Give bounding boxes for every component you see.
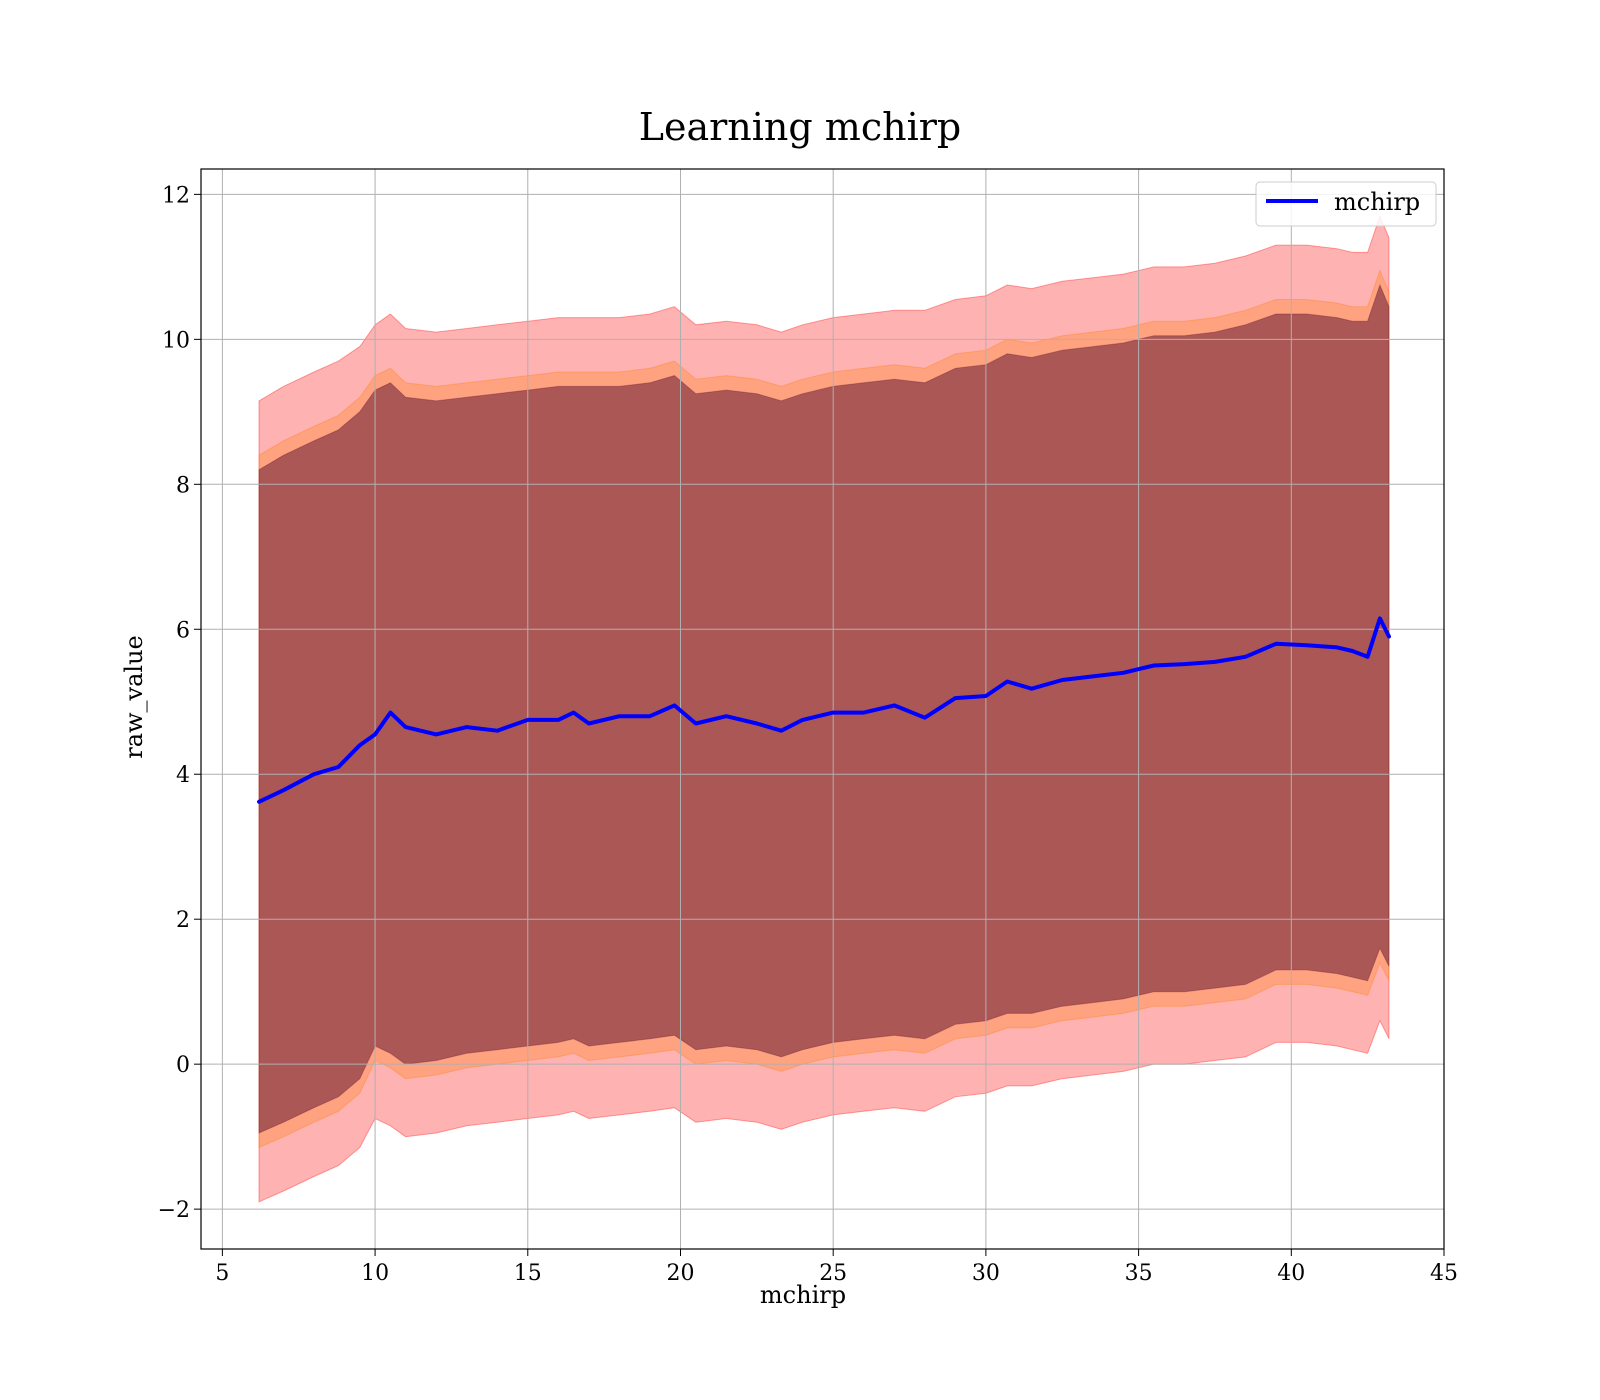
- y-tick-label: 10: [162, 328, 190, 353]
- y-tick-label: −2: [158, 1198, 190, 1223]
- legend-frame: [1255, 181, 1437, 227]
- y-tick-label: 6: [176, 618, 190, 643]
- x-tick-label: 10: [361, 1261, 389, 1286]
- chart-title: Learning mchirp: [639, 105, 961, 149]
- grid-layer: [201, 169, 1445, 1249]
- x-tick-label: 40: [1277, 1261, 1305, 1286]
- y-axis-label: raw_value: [120, 635, 148, 759]
- plot-frame: [200, 168, 1445, 1250]
- x-tick-label: 15: [514, 1261, 542, 1286]
- legend: mchirp: [1255, 181, 1437, 227]
- series-line-mchirp: [257, 616, 1391, 804]
- y-tick-label: 12: [162, 183, 190, 208]
- x-tick-label: 25: [819, 1261, 847, 1286]
- y-tick-label: 2: [176, 908, 190, 933]
- x-axis-label: mchirp: [760, 1281, 846, 1309]
- band-3: [258, 283, 1390, 1134]
- y-axis-ticks: −2 0 2 4 6 8 10 12: [158, 183, 201, 1223]
- series-layer: [257, 616, 1391, 804]
- y-tick-label: 0: [176, 1053, 190, 1078]
- y-tick-label: 4: [176, 763, 190, 788]
- x-tick-label: 30: [972, 1261, 1000, 1286]
- y-tick-label: 8: [176, 473, 190, 498]
- bands-layer: [258, 214, 1390, 1203]
- x-tick-label: 45: [1430, 1261, 1458, 1286]
- x-tick-label: 35: [1125, 1261, 1153, 1286]
- x-tick-label: 20: [666, 1261, 694, 1286]
- x-tick-label: 5: [215, 1261, 229, 1286]
- legend-label-mchirp: mchirp: [1334, 188, 1420, 216]
- x-axis-ticks: 5 10 15 20 25 30 35 40 45: [215, 1249, 1458, 1286]
